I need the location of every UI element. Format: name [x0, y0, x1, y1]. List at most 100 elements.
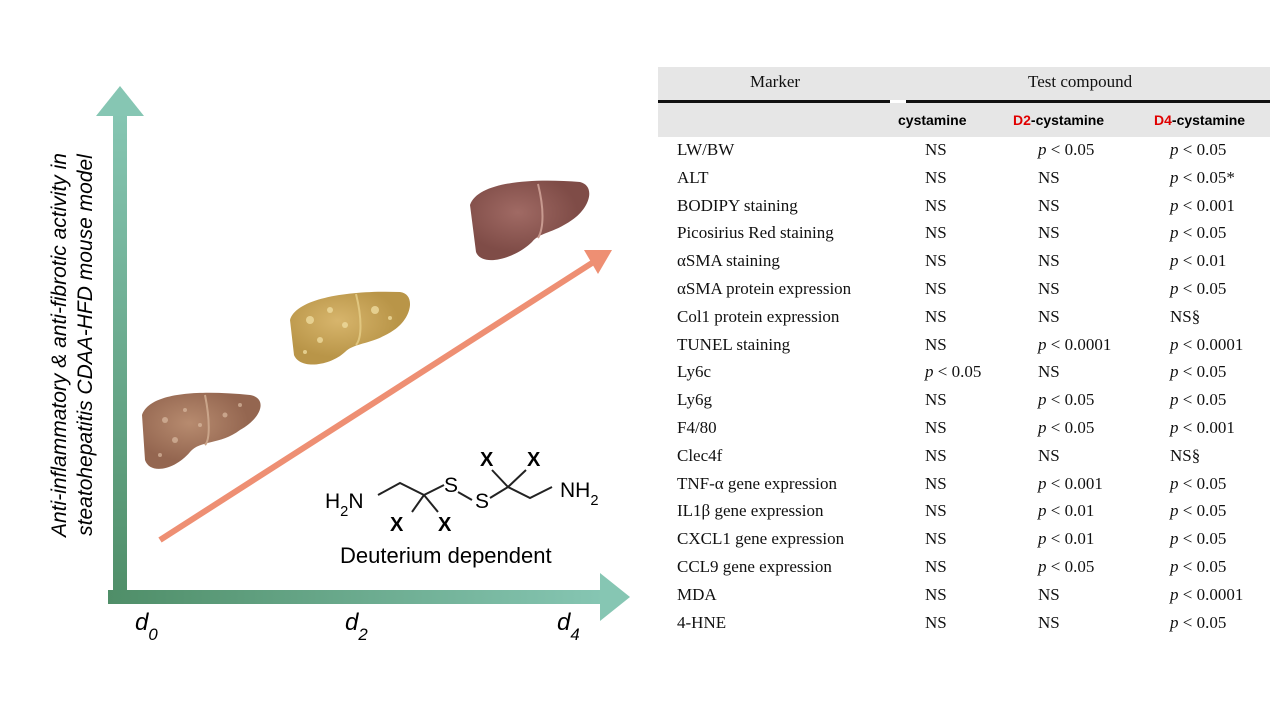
value-cell: NS: [925, 306, 947, 326]
marker-cell: CCL9 gene expression: [677, 557, 832, 576]
marker-cell: 4-HNE: [677, 612, 727, 632]
column-header: D2-cystamine: [1013, 112, 1105, 128]
subheader-band: [658, 103, 1270, 137]
value-cell: NS: [925, 140, 947, 159]
x-axis: [108, 590, 604, 604]
marker-cell: αSMA staining: [677, 251, 780, 271]
sulfur-label: S: [475, 490, 489, 513]
marker-cell: LW/BW: [677, 140, 735, 159]
value-cell: p < 0.001: [1038, 473, 1103, 493]
value-cell: NS: [925, 557, 947, 576]
liver-steatotic: [290, 291, 411, 365]
value-cell: NS: [1038, 279, 1060, 298]
value-cell: NS: [1038, 584, 1060, 604]
value-cell: NS: [1038, 362, 1060, 382]
value-cell: NS: [925, 418, 947, 437]
value-cell: p < 0.0001: [1038, 334, 1112, 354]
y-axis: [113, 110, 127, 602]
rule: [658, 100, 890, 103]
value-cell: NS§: [1170, 306, 1201, 326]
value-cell: p < 0.01: [1170, 251, 1227, 271]
liver-healthy: [470, 180, 590, 261]
value-cell: p < 0.05: [1170, 473, 1227, 493]
value-cell: p < 0.05: [1170, 529, 1227, 549]
header-band: [658, 67, 1270, 100]
x-label: X: [527, 449, 541, 471]
value-cell: NS: [1038, 167, 1060, 187]
x-label: X: [480, 449, 494, 471]
value-cell: p < 0.05: [1038, 390, 1095, 410]
marker-cell: αSMA protein expression: [677, 279, 852, 298]
y-axis-arrowhead: [96, 86, 144, 116]
marker-cell: Clec4f: [677, 445, 723, 465]
value-cell: p < 0.05: [1170, 501, 1227, 521]
value-cell: p < 0.05: [1170, 557, 1227, 576]
value-cell: p < 0.05: [1038, 557, 1095, 576]
value-cell: NS: [1038, 195, 1060, 215]
marker-cell: Col1 protein expression: [677, 306, 840, 326]
value-cell: p < 0.001: [1170, 418, 1235, 437]
value-cell: p < 0.05: [1038, 418, 1095, 437]
marker-cell: F4/80: [677, 418, 717, 437]
value-cell: NS: [925, 529, 947, 549]
marker-cell: TNF-α gene expression: [677, 473, 837, 493]
trend-arrowhead: [584, 250, 612, 274]
structure-caption: Deuterium dependent: [340, 543, 552, 568]
value-cell: NS: [925, 167, 947, 187]
value-cell: p < 0.05: [925, 362, 982, 382]
diagram: Anti-inflammatory & anti-fibrotic activi…: [48, 86, 630, 644]
value-cell: NS: [925, 251, 947, 271]
value-cell: NS: [925, 390, 947, 410]
marker-cell: IL1β gene expression: [677, 501, 824, 521]
value-cell: p < 0.05: [1170, 390, 1227, 410]
value-cell: p < 0.05: [1170, 223, 1227, 243]
value-cell: p < 0.05*: [1170, 167, 1235, 187]
y-axis-label: steatohepatitis CDAA-HFD mouse model: [74, 153, 97, 536]
marker-cell: Ly6c: [677, 362, 711, 382]
value-cell: NS: [1038, 445, 1060, 465]
value-cell: p < 0.0001: [1170, 584, 1244, 604]
rule: [906, 100, 1270, 103]
value-cell: p < 0.05: [1170, 362, 1227, 382]
value-cell: p < 0.01: [1038, 501, 1095, 521]
marker-cell: CXCL1 gene expression: [677, 529, 845, 549]
header-cell: Test compound: [1028, 72, 1133, 91]
value-cell: NS: [925, 195, 947, 215]
value-cell: NS: [925, 612, 947, 632]
marker-cell: BODIPY staining: [677, 195, 798, 215]
value-cell: NS: [925, 584, 947, 604]
value-cell: NS: [1038, 223, 1060, 243]
x-axis-label: d0: [135, 609, 158, 644]
x-axis-arrowhead: [600, 573, 630, 621]
y-axis-label: Anti-inflammatory & anti-fibrotic activi…: [48, 153, 71, 539]
x-label: X: [390, 514, 404, 536]
sulfur-label: S: [444, 474, 458, 497]
value-cell: NS: [925, 473, 947, 493]
liver-fibrotic: [142, 392, 261, 469]
amine-label: NH2: [560, 479, 599, 509]
value-cell: NS: [925, 223, 947, 243]
value-cell: NS: [1038, 251, 1060, 271]
value-cell: p < 0.05: [1170, 140, 1227, 159]
value-cell: NS: [1038, 306, 1060, 326]
value-cell: p < 0.05: [1170, 279, 1227, 298]
marker-cell: TUNEL staining: [677, 334, 791, 354]
x-axis-label: d2: [345, 609, 368, 644]
trend-arrow: [158, 260, 594, 543]
value-cell: p < 0.0001: [1170, 334, 1244, 354]
value-cell: NS: [925, 501, 947, 521]
value-cell: p < 0.001: [1170, 195, 1235, 215]
value-cell: NS: [925, 334, 947, 354]
value-cell: NS: [925, 279, 947, 298]
marker-cell: MDA: [677, 584, 717, 604]
chemical-structure: [377, 469, 553, 513]
marker-cell: ALT: [677, 167, 709, 187]
x-label: X: [438, 514, 452, 536]
value-cell: NS: [1038, 612, 1060, 632]
x-axis-label: d4: [557, 609, 580, 644]
marker-cell: Ly6g: [677, 390, 712, 410]
column-header: D4-cystamine: [1154, 112, 1246, 128]
marker-cell: Picosirius Red staining: [677, 223, 834, 243]
value-cell: NS: [925, 445, 947, 465]
